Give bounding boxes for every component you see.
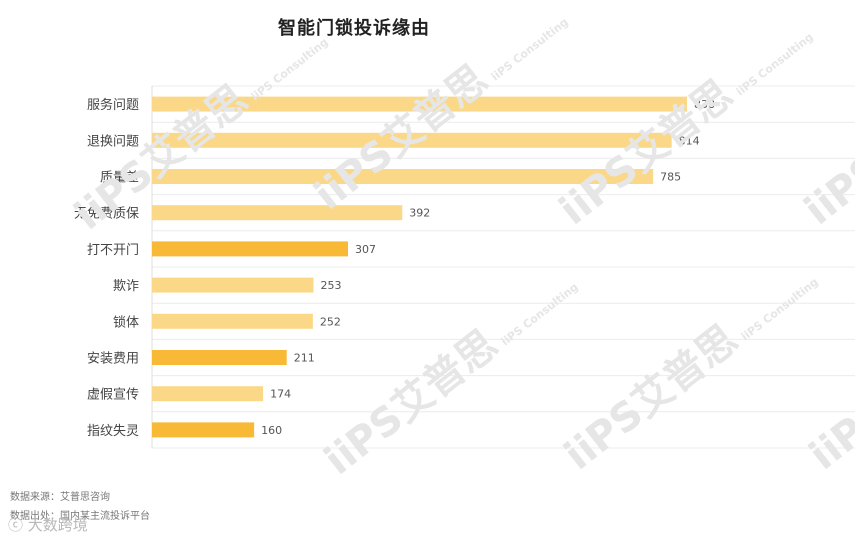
brand-watermark: ⓒ 大数跨境 [8, 516, 88, 534]
bar [152, 422, 255, 438]
category-tick-label: 无免费质保 [74, 207, 139, 222]
bar [152, 169, 654, 184]
chart-title: 智能门锁投诉缘由 [278, 18, 430, 39]
data-label: 252 [320, 315, 341, 328]
category-tick-label: 锁体 [113, 314, 139, 330]
bar [152, 313, 313, 329]
category-tick-label: 质量差 [100, 171, 139, 186]
bar [152, 96, 687, 112]
bar [152, 205, 403, 221]
bar [152, 241, 348, 257]
category-tick-label: 指纹失灵 [87, 424, 139, 439]
data-origin-note: 数据出处：国内某主流投诉平台 [10, 511, 150, 522]
data-label: 307 [355, 243, 376, 256]
category-tick-label: 服务问题 [87, 97, 139, 113]
category-tick-label: 欺诈 [113, 279, 139, 294]
bar [152, 386, 264, 402]
data-label: 174 [270, 388, 291, 401]
bar [152, 277, 314, 293]
data-source-note: 数据来源：艾普思咨询 [10, 492, 110, 503]
data-label: 160 [261, 424, 282, 437]
category-tick-label: 安装费用 [87, 352, 139, 367]
data-label: 211 [294, 352, 315, 365]
data-label: 814 [679, 134, 700, 147]
category-tick-label: 虚假宣传 [87, 387, 139, 403]
category-tick-label: 打不开门 [87, 243, 139, 258]
category-tick-label: 退换问题 [87, 134, 139, 149]
bar [152, 350, 287, 365]
data-label: 253 [321, 279, 342, 292]
data-label: 392 [409, 207, 430, 220]
data-label: 838 [694, 98, 715, 111]
data-label: 785 [660, 171, 681, 184]
bar [152, 132, 672, 148]
